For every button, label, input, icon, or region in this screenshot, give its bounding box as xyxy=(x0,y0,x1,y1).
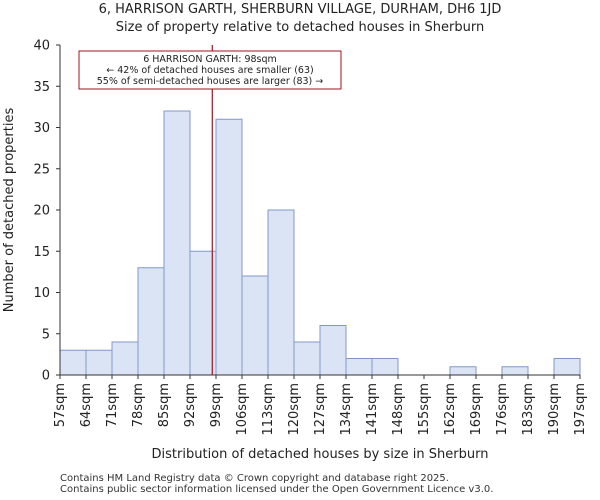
x-tick-label: 197sqm xyxy=(573,383,588,436)
x-tick-label: 155sqm xyxy=(417,383,432,436)
bar-113sqm xyxy=(267,209,295,376)
x-tick-label: 78sqm xyxy=(131,383,146,427)
bar-176sqm xyxy=(501,366,529,376)
x-tick-label: 148sqm xyxy=(391,383,406,436)
bar-92sqm xyxy=(189,250,217,376)
bar-162sqm xyxy=(449,366,477,376)
y-tick-label: 15 xyxy=(33,245,50,260)
y-tick-label: 35 xyxy=(33,80,50,95)
y-tick-label: 0 xyxy=(42,369,50,384)
bar-85sqm xyxy=(163,110,191,376)
y-tick-label: 30 xyxy=(33,121,50,136)
annotation-box: 6 HARRISON GARTH: 98sqm ← 42% of detache… xyxy=(78,50,342,90)
x-tick-label: 169sqm xyxy=(469,383,484,436)
bar-190sqm xyxy=(553,358,581,376)
x-tick-label: 71sqm xyxy=(105,383,120,427)
bars-group xyxy=(59,110,581,376)
x-tick-label: 183sqm xyxy=(521,383,536,436)
bar-106sqm xyxy=(241,275,269,376)
x-tick-label: 85sqm xyxy=(157,383,172,427)
x-axis-label: Distribution of detached houses by size … xyxy=(152,447,489,462)
axes-group: 0 5 10 15 20 25 30 35 40 57sqm 64sqm 71sqm 78sqm 85sq… xyxy=(33,39,588,436)
bar-71sqm xyxy=(111,341,139,376)
bar-57sqm xyxy=(59,349,87,376)
annotation-line-1: 6 HARRISON GARTH: 98sqm xyxy=(143,54,277,65)
footer-line-1: Contains HM Land Registry data © Crown c… xyxy=(60,473,449,484)
bar-127sqm xyxy=(319,325,347,376)
bar-120sqm xyxy=(293,341,321,376)
x-tick-label: 141sqm xyxy=(365,383,380,436)
y-tick-label: 10 xyxy=(33,286,50,301)
x-tick-label: 57sqm xyxy=(53,383,68,427)
x-tick-label: 162sqm xyxy=(443,383,458,436)
y-tick-label: 20 xyxy=(33,204,50,219)
x-tick-label: 127sqm xyxy=(313,383,328,436)
x-tick-label: 120sqm xyxy=(287,383,302,436)
bar-64sqm xyxy=(85,349,113,376)
chart-subtitle: Size of property relative to detached ho… xyxy=(115,20,485,35)
y-tick-label: 40 xyxy=(33,39,50,54)
x-tick-label: 99sqm xyxy=(209,383,224,427)
annotation-line-2: ← 42% of detached houses are smaller (63… xyxy=(106,65,313,76)
x-tick-label: 64sqm xyxy=(79,383,94,427)
bar-141sqm xyxy=(371,358,399,376)
y-tick-label: 5 xyxy=(42,327,50,342)
x-tick-label: 176sqm xyxy=(495,383,510,436)
chart-title: 6, HARRISON GARTH, SHERBURN VILLAGE, DUR… xyxy=(98,2,502,17)
x-tick-label: 134sqm xyxy=(339,383,354,436)
footer-line-2: Contains public sector information licen… xyxy=(60,484,494,495)
bar-134sqm xyxy=(345,358,373,376)
bar-78sqm xyxy=(137,267,165,376)
x-tick-label: 106sqm xyxy=(235,383,250,436)
x-tick-label: 92sqm xyxy=(183,383,198,427)
y-axis-label: Number of detached properties xyxy=(2,108,17,313)
x-tick-label: 190sqm xyxy=(547,383,562,436)
bar-99sqm xyxy=(215,118,243,376)
x-tick-label: 113sqm xyxy=(261,383,276,436)
y-tick-label: 25 xyxy=(33,162,50,177)
annotation-line-3: 55% of semi-detached houses are larger (… xyxy=(97,76,324,87)
